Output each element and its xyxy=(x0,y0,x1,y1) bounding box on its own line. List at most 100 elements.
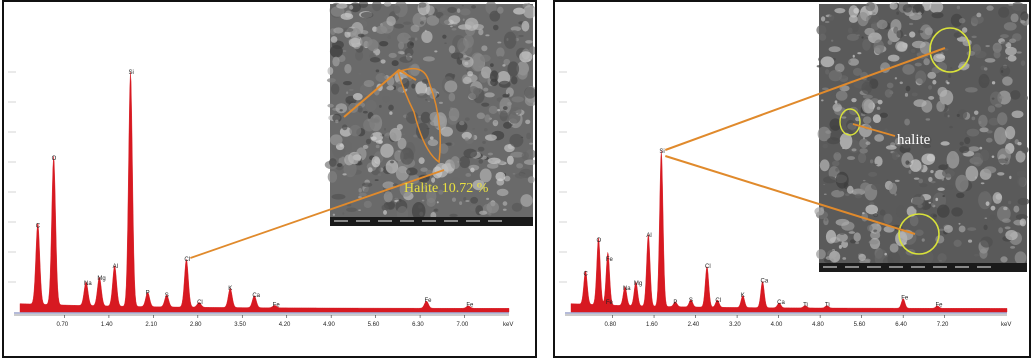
sem-grain xyxy=(1000,34,1009,39)
sem-grain xyxy=(357,33,365,38)
sem-grain xyxy=(390,160,394,164)
sem-grain xyxy=(419,21,424,25)
sem-grain xyxy=(983,224,988,231)
sem-grain xyxy=(928,85,933,90)
sem-grain xyxy=(518,34,524,38)
sem-grain xyxy=(472,179,485,191)
sem-grain xyxy=(357,160,362,166)
sem-grain xyxy=(415,81,428,96)
sem-grain xyxy=(904,118,911,126)
sem-grain xyxy=(849,239,857,244)
sem-grain xyxy=(358,209,362,211)
peak-label: Al xyxy=(646,233,651,239)
sem-grain xyxy=(895,41,907,52)
sem-grain xyxy=(389,111,393,115)
sem-grain xyxy=(1001,218,1011,223)
sem-grain xyxy=(444,80,458,93)
x-tick-label: 5.60 xyxy=(368,322,380,328)
sem-grain xyxy=(983,67,988,71)
peak-label: O xyxy=(597,238,602,244)
peak-label: P xyxy=(146,291,150,297)
sem-grain xyxy=(968,146,980,152)
sem-grain xyxy=(864,258,871,262)
sem-grain xyxy=(967,239,973,243)
sem-grain xyxy=(483,128,488,132)
sem-grain xyxy=(835,218,850,226)
sem-grain xyxy=(330,6,345,17)
sem-grain xyxy=(911,92,918,97)
sem-grain xyxy=(1020,11,1029,22)
sem-grain xyxy=(918,178,924,184)
sem-info-text-mark xyxy=(867,266,881,268)
sem-grain xyxy=(490,63,494,67)
sem-grain xyxy=(922,22,925,25)
sem-grain xyxy=(481,102,490,107)
sem-grain xyxy=(825,130,832,134)
sem-grain xyxy=(965,165,979,182)
sem-grain xyxy=(499,110,508,122)
spectrum-area xyxy=(19,71,510,313)
sem-grain xyxy=(852,54,855,58)
sem-grain xyxy=(386,85,395,91)
sem-grain xyxy=(942,169,955,178)
sem-grain xyxy=(482,140,486,144)
sem-grain xyxy=(481,45,488,52)
sem-grain xyxy=(410,63,421,77)
sem-grain xyxy=(398,41,405,50)
sem-grain xyxy=(463,54,468,58)
sem-grain xyxy=(818,33,827,41)
sem-grain xyxy=(889,2,898,10)
sem-grain xyxy=(336,3,348,9)
sem-grain xyxy=(823,176,837,184)
sem-grain xyxy=(846,185,854,194)
sem-grain xyxy=(971,116,976,121)
sem-grain xyxy=(484,114,491,123)
sem-grain xyxy=(504,144,515,153)
sem-grain xyxy=(958,33,963,36)
sem-grain xyxy=(884,252,887,256)
sem-grain xyxy=(529,46,535,56)
sem-grain xyxy=(357,105,363,113)
sem-grain xyxy=(511,202,523,212)
sem-grain xyxy=(414,37,418,41)
peak-label: Fe xyxy=(901,295,909,301)
sem-grain xyxy=(845,193,850,197)
sem-grain xyxy=(1008,200,1012,205)
sem-grain xyxy=(389,127,402,142)
sem-grain xyxy=(916,256,927,265)
sem-grain xyxy=(496,47,505,58)
peak-label: Ca xyxy=(252,293,260,299)
peak-label: Fe xyxy=(424,298,432,304)
sem-grain xyxy=(476,112,486,120)
sem-grain xyxy=(380,59,386,64)
sem-grain xyxy=(402,133,406,136)
sem-grain xyxy=(830,39,834,42)
sem-grain xyxy=(397,50,404,55)
sem-grain xyxy=(902,3,913,13)
sem-grain xyxy=(862,38,871,51)
sem-grain xyxy=(919,183,928,188)
sem-grain xyxy=(439,15,451,26)
sem-grain xyxy=(493,120,498,124)
sem-grain xyxy=(502,93,510,98)
sem-grain xyxy=(362,110,368,114)
sem-grain xyxy=(847,156,856,161)
sem-grain xyxy=(828,70,843,82)
sem-grain xyxy=(921,238,925,242)
sem-info-text-mark xyxy=(334,220,348,222)
sem-grain xyxy=(489,10,501,22)
sem-grain xyxy=(1011,2,1024,11)
sem-grain xyxy=(816,65,822,68)
sem-grain xyxy=(358,187,362,193)
sem-grain xyxy=(383,2,392,7)
sem-grain xyxy=(885,145,897,150)
sem-grain xyxy=(450,25,453,28)
sem-grain xyxy=(459,120,465,126)
sem-grain xyxy=(386,16,396,26)
sem-grain xyxy=(853,232,861,242)
sem-grain xyxy=(928,96,935,100)
sem-grain xyxy=(418,2,427,8)
peak-label: Cl xyxy=(197,300,203,306)
sem-grain xyxy=(931,203,934,207)
sem-grain xyxy=(463,196,467,201)
